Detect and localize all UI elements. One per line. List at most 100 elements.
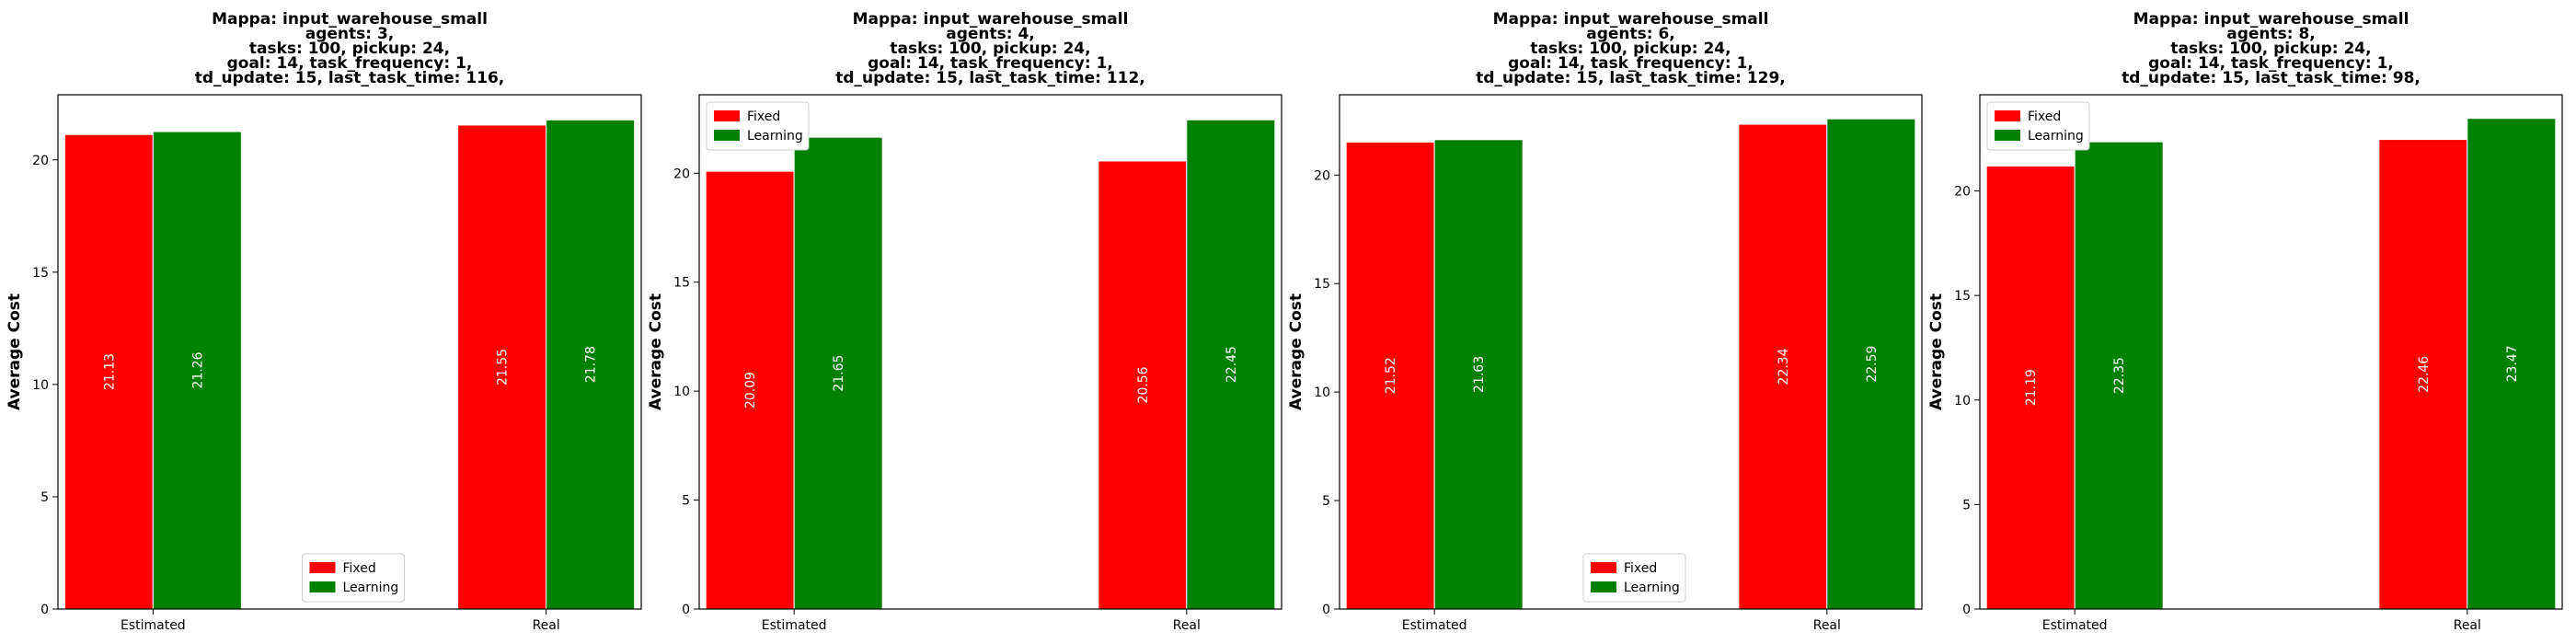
x-tick-label: Real: [1813, 618, 1841, 633]
legend-label-fixed: Fixed: [2028, 109, 2061, 124]
chart-panel-1: Mappa: input_warehouse_small agents: 3, ta…: [6, 10, 642, 633]
bar-value-label: 20.09: [743, 372, 758, 408]
bar-value-label: 21.19: [2024, 369, 2039, 406]
legend-label-fixed: Fixed: [343, 561, 376, 576]
chart-title: Mappa: input_warehouse_small agents: 6, ta…: [1476, 10, 1786, 87]
bar-value-label: 22.46: [2417, 356, 2432, 393]
y-axis-label: Average Cost: [6, 293, 24, 410]
bar-fixed-real: [457, 124, 547, 610]
legend-swatch-learning: [1995, 130, 2020, 141]
legend-swatch-fixed: [309, 562, 336, 573]
bar-fixed-estimated: [63, 133, 154, 610]
chart-title-line: Mappa: input_warehouse_small: [853, 10, 1129, 29]
bar-value-label: 22.45: [1225, 346, 1239, 383]
legend-label-learning: Learning: [1624, 581, 1680, 595]
bar-learning-estimated: [152, 131, 242, 610]
y-tick-label: 0: [682, 603, 690, 617]
y-tick-label: 10: [1314, 385, 1330, 400]
plot-area-frame: [1339, 94, 1923, 610]
bar-learning-real: [1186, 119, 1276, 610]
bar-learning-real: [546, 119, 636, 610]
y-tick-label: 10: [673, 385, 690, 399]
y-tick-label: 5: [1962, 498, 1971, 512]
bar-value-label: 21.26: [190, 351, 205, 388]
bar-fixed-estimated: [1345, 141, 1435, 610]
bar-learning-real: [1826, 118, 1916, 610]
plot-area-frame: [1979, 94, 2563, 610]
chart-title: Mappa: input_warehouse_small agents: 8, ta…: [2122, 10, 2421, 87]
y-tick-label: 20: [673, 167, 690, 181]
chart-title-line: goal: 14, task_frequency: 1,: [227, 54, 473, 73]
legend-swatch-learning: [309, 581, 336, 592]
chart-title-line: agents: 8,: [2226, 25, 2316, 43]
chart-title-line: td_update: 15, last_task_time: 116,: [195, 69, 505, 87]
legend-label-learning: Learning: [747, 129, 803, 144]
x-tick-label: Estimated: [762, 618, 827, 633]
y-tick-label: 15: [32, 266, 49, 281]
chart-title-line: tasks: 100, pickup: 24,: [1530, 40, 1731, 58]
chart-title-line: agents: 3,: [305, 25, 395, 43]
plot-area-frame: [57, 94, 642, 610]
chart-panel-2: Mappa: input_warehouse_small agents: 4, ta…: [647, 10, 1282, 633]
bar-learning-estimated: [1433, 139, 1524, 610]
y-axis-label: Average Cost: [1287, 293, 1305, 410]
chart-title-line: Mappa: input_warehouse_small: [212, 10, 488, 29]
legend-swatch-fixed: [1591, 562, 1616, 573]
x-tick-label: Real: [2454, 618, 2481, 633]
chart-title-line: Mappa: input_warehouse_small: [2133, 10, 2409, 29]
y-tick-label: 0: [40, 603, 49, 617]
chart-panel-4: Mappa: input_warehouse_small agents: 8, ta…: [1927, 10, 2563, 633]
y-tick-label: 5: [682, 494, 690, 509]
legend-label-fixed: Fixed: [747, 109, 780, 124]
chart-title-line: tasks: 100, pickup: 24,: [2170, 40, 2371, 58]
x-tick-label: Estimated: [121, 618, 186, 633]
legend-swatch-fixed: [1995, 110, 2020, 121]
y-tick-label: 0: [1962, 603, 1971, 617]
plot-area-frame: [698, 94, 1282, 610]
bar-value-label: 22.34: [1777, 348, 1791, 385]
chart-panel-3: Mappa: input_warehouse_small agents: 6, ta…: [1287, 10, 1923, 633]
chart-title: Mappa: input_warehouse_small agents: 3, ta…: [195, 10, 505, 87]
bar-value-label: 21.13: [102, 353, 117, 390]
chart-title-line: goal: 14, task_frequency: 1,: [868, 54, 1113, 73]
y-tick-label: 20: [1954, 185, 1971, 200]
y-tick-label: 15: [1954, 289, 1971, 304]
legend: Fixed Learning: [302, 553, 405, 603]
bar-value-label: 22.59: [1865, 346, 1880, 383]
chart-title-line: td_update: 15, last_task_time: 112,: [835, 69, 1145, 87]
bar-learning-real: [2467, 118, 2557, 610]
y-tick-label: 20: [1314, 168, 1330, 183]
bar-fixed-estimated: [1985, 165, 2076, 610]
x-tick-label: Real: [1173, 618, 1201, 633]
bar-value-label: 22.35: [2112, 357, 2127, 394]
bar-value-label: 21.78: [584, 346, 599, 383]
legend-swatch-learning: [714, 130, 740, 141]
chart-title-line: Mappa: input_warehouse_small: [1493, 10, 1769, 29]
chart-title-line: goal: 14, task_frequency: 1,: [1508, 54, 1754, 73]
y-axis-label: Average Cost: [647, 293, 665, 410]
y-tick-label: 5: [40, 490, 49, 505]
chart-title: Mappa: input_warehouse_small agents: 4, ta…: [835, 10, 1145, 87]
y-tick-label: 0: [1322, 603, 1330, 617]
y-tick-label: 15: [1314, 277, 1330, 292]
bar-fixed-real: [1738, 123, 1828, 610]
bar-value-label: 21.55: [496, 349, 511, 385]
x-tick-label: Real: [533, 618, 560, 633]
y-tick-label: 10: [1954, 394, 1971, 408]
bar-learning-estimated: [793, 136, 883, 610]
chart-title-line: td_update: 15, last_task_time: 98,: [2122, 69, 2421, 87]
legend: Fixed Learning: [706, 101, 810, 151]
legend-label-learning: Learning: [343, 581, 399, 595]
x-tick-label: Estimated: [1402, 618, 1467, 633]
legend: Fixed Learning: [1582, 553, 1686, 603]
y-tick-label: 10: [32, 378, 49, 393]
legend: Fixed Learning: [1986, 101, 2090, 151]
chart-title-line: goal: 14, task_frequency: 1,: [2148, 54, 2394, 73]
chart-title-line: tasks: 100, pickup: 24,: [890, 40, 1090, 58]
y-axis-label: Average Cost: [1927, 293, 1946, 410]
bar-value-label: 20.56: [1136, 366, 1151, 403]
y-tick-label: 20: [32, 154, 49, 168]
bar-value-label: 21.52: [1384, 357, 1398, 394]
chart-title-line: td_update: 15, last_task_time: 129,: [1476, 69, 1786, 87]
